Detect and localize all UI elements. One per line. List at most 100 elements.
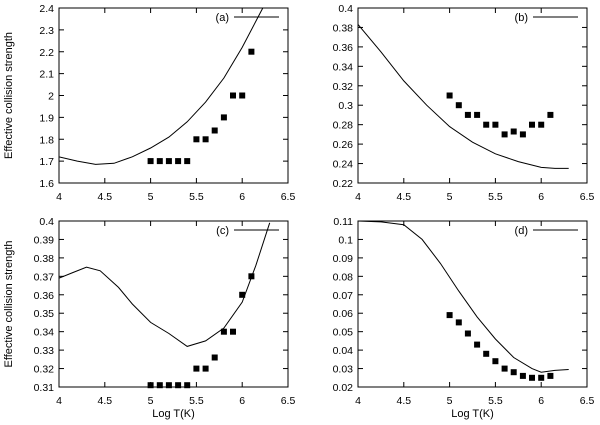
x-tick-label: 5 [148, 191, 154, 203]
x-tick-label: 5.5 [488, 395, 503, 407]
x-tick-label: 6.5 [281, 191, 296, 203]
series-line [358, 24, 569, 169]
y-tick-label: 0.36 [333, 42, 354, 54]
y-tick-label: 0.05 [333, 327, 354, 339]
y-tick-label: 0.39 [34, 234, 55, 246]
data-point [239, 291, 246, 298]
series-line [59, 222, 271, 347]
x-tick-label: 4.5 [396, 191, 411, 203]
data-point [211, 127, 218, 134]
y-tick-label: 0.02 [333, 382, 354, 394]
panel-label: (d) [515, 225, 528, 237]
x-tick-label: 4.5 [97, 395, 112, 407]
data-point [538, 121, 545, 128]
x-tick-label: 4 [56, 191, 62, 203]
y-tick-label: 0.38 [34, 253, 55, 265]
y-tick-label: 0.07 [333, 290, 354, 302]
data-point [446, 312, 453, 319]
panel-label: (a) [216, 12, 229, 24]
y-tick-label: 0.24 [333, 159, 354, 171]
x-tick-label: 6 [239, 191, 245, 203]
y-tick-label: 0.1 [338, 234, 353, 246]
x-tick-label: 6 [538, 395, 544, 407]
x-tick-label: 4.5 [396, 395, 411, 407]
y-axis-label: Effective collision strength [3, 241, 15, 368]
y-tick-label: 0.08 [333, 271, 354, 283]
panel-a: 4 4.5 5 5.5 6 6.5 1.6 1.7 1.8 1.9 2 2.1 2.2 2.3 2.4 (a)… [3, 3, 296, 203]
data-point [175, 158, 182, 165]
y-tick-label: 2.1 [39, 69, 54, 81]
data-point [211, 354, 218, 361]
y-tick-label: 0.34 [333, 61, 354, 73]
x-tick-label: 5 [447, 191, 453, 203]
data-point [501, 365, 508, 372]
data-point [474, 341, 481, 348]
panel-label: (b) [515, 12, 528, 24]
data-point [230, 92, 236, 99]
data-point [547, 111, 554, 118]
y-tick-label: 0.33 [34, 345, 55, 357]
y-tick-label: 2.3 [39, 25, 54, 37]
y-tick-label: 0.36 [34, 290, 55, 302]
series-line [59, 8, 264, 165]
x-tick-label: 5.5 [488, 191, 503, 203]
data-point [184, 158, 191, 165]
data-point [202, 136, 209, 143]
x-tick-label: 4 [355, 395, 361, 407]
data-point [529, 121, 535, 128]
panel-b: 4 4.5 5 5.5 6 6.5 0.22 0.24 0.26 0.28 0.3 0.32 0.34 0… [333, 3, 595, 203]
data-point [156, 158, 163, 165]
data-point [483, 121, 490, 128]
panel-d: 4 4.5 5 5.5 6 6.5 0.02 0.03 0.04 0.05 0.06 0.07 0.08… [333, 216, 595, 420]
y-tick-label: 0.04 [333, 345, 354, 357]
data-point [184, 382, 191, 389]
x-axis-label: Log T(K) [152, 408, 195, 420]
data-point [519, 131, 526, 138]
x-tick-label: 6.5 [580, 395, 595, 407]
data-point [165, 158, 172, 165]
y-tick-label: 2 [48, 91, 54, 103]
data-point [501, 131, 508, 138]
y-tick-label: 0.4 [338, 3, 353, 15]
series-line [358, 221, 569, 373]
y-tick-label: 0.09 [333, 253, 354, 265]
data-point [156, 382, 163, 389]
x-axis-label: Log T(K) [451, 408, 494, 420]
data-point [193, 365, 200, 372]
data-point [446, 92, 453, 99]
y-tick-label: 0.3 [338, 100, 353, 112]
data-point [147, 382, 154, 389]
y-axis-label: Effective collision strength [3, 32, 15, 159]
data-point [230, 328, 236, 335]
data-point [193, 136, 200, 143]
data-point [474, 111, 481, 118]
data-point [220, 114, 227, 121]
y-tick-label: 1.9 [39, 112, 54, 124]
x-tick-label: 6 [538, 191, 544, 203]
data-point [519, 372, 526, 379]
data-point [464, 330, 471, 337]
data-point [239, 92, 246, 99]
y-tick-label: 2.2 [39, 47, 54, 59]
y-tick-label: 0.03 [333, 364, 354, 376]
y-tick-label: 0.32 [34, 364, 55, 376]
data-point [529, 374, 535, 381]
plot-frame [357, 7, 588, 184]
x-tick-label: 6.5 [281, 395, 296, 407]
y-tick-label: 0.22 [333, 178, 354, 190]
data-point [510, 369, 517, 376]
data-point [455, 319, 462, 326]
plot-frame [58, 220, 289, 388]
y-tick-label: 0.26 [333, 139, 354, 151]
x-tick-label: 5.5 [189, 191, 204, 203]
data-point [165, 382, 172, 389]
data-point [455, 102, 462, 109]
data-point [492, 121, 499, 128]
y-tick-label: 1.8 [39, 134, 54, 146]
data-point [220, 328, 227, 335]
x-tick-label: 5.5 [189, 395, 204, 407]
y-tick-label: 0.32 [333, 81, 354, 93]
panel-c: 4 4.5 5 5.5 6 6.5 0.31 0.32 0.33 0.34 0.35 0.36 0.37… [3, 216, 295, 420]
x-tick-label: 5 [447, 395, 453, 407]
